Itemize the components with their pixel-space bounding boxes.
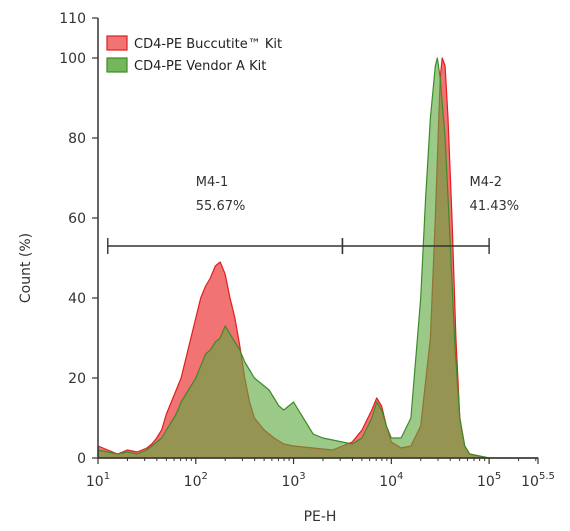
y-tick-label: 40 [68, 291, 86, 307]
x-tick-label: 101 [86, 471, 110, 490]
marker-2-percent: 41.43% [470, 199, 520, 214]
y-tick-label: 100 [59, 51, 86, 67]
axes-layer: 0 20 40 60 80 100 110 101 102 103 104 105 105.5 [59, 11, 555, 490]
marker-2-label: M4-2 [470, 175, 502, 190]
x-tick-label: 102 [184, 471, 208, 490]
y-tick-label: 60 [68, 211, 86, 227]
marker-1-label: M4-1 [196, 175, 228, 190]
y-axis-title: Count (%) [18, 233, 34, 303]
x-tick-label: 103 [281, 471, 305, 490]
legend-swatch-2 [106, 57, 128, 73]
series-layer [97, 57, 539, 459]
y-tick-label: 20 [68, 371, 86, 387]
series-area-2 [97, 57, 539, 459]
marker-1-percent: 55.67% [196, 199, 246, 214]
x-axis-title: PE-H [304, 509, 337, 525]
y-tick-label: 80 [68, 131, 86, 147]
x-tick-label: 104 [379, 471, 403, 490]
x-tick-label: 105.5 [521, 471, 555, 490]
legend: CD4-PE Buccutite™ Kit CD4-PE Vendor A Kit [106, 35, 282, 74]
legend-label-1: CD4-PE Buccutite™ Kit [134, 37, 282, 52]
marker-layer: M4-1 55.67% M4-2 41.43% [107, 175, 520, 254]
y-tick-label: 0 [77, 451, 86, 467]
y-tick-label: 110 [59, 11, 86, 27]
x-tick-label: 105 [477, 471, 501, 490]
series-area-1 [97, 57, 539, 459]
legend-swatch-1 [106, 35, 128, 51]
legend-label-2: CD4-PE Vendor A Kit [134, 59, 266, 74]
